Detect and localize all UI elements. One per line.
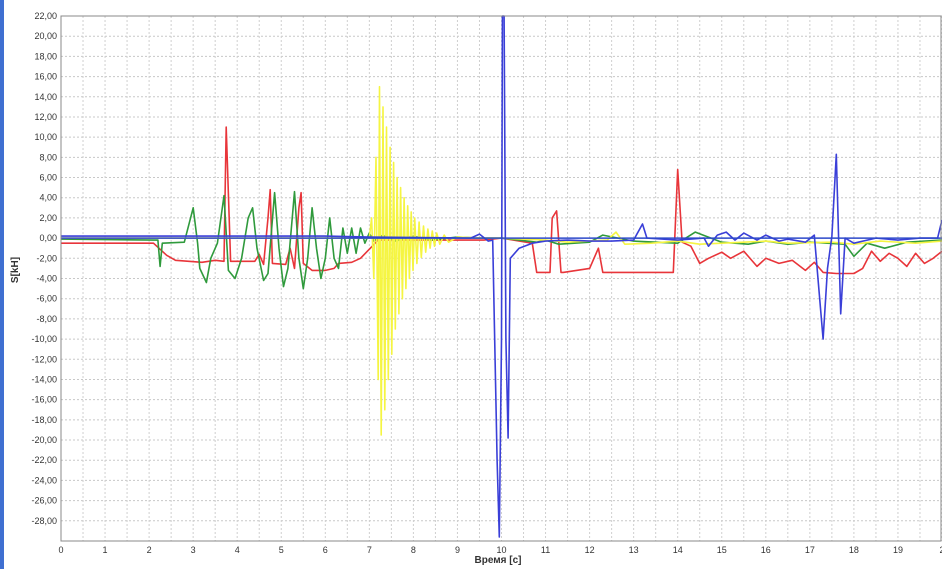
x-tick-label: 19	[893, 545, 903, 555]
y-tick-label: -10,00	[31, 334, 57, 344]
series-group	[60, 15, 942, 538]
y-tick-label: -20,00	[31, 435, 57, 445]
y-tick-label: -16,00	[31, 395, 57, 405]
x-tick-label: 6	[323, 545, 328, 555]
y-tick-label: 0,00	[39, 233, 57, 243]
y-tick-label: 14,00	[34, 92, 57, 102]
y-tick-label: 18,00	[34, 51, 57, 61]
y-axis-label: S[kH]	[10, 257, 21, 283]
series-line-4	[61, 15, 942, 538]
x-tick-label: 2	[939, 545, 942, 555]
plot-frame	[60, 15, 942, 542]
y-tick-label: -22,00	[31, 455, 57, 465]
x-tick-label: 7	[367, 545, 372, 555]
y-tick-label: 10,00	[34, 132, 57, 142]
left-border-bar	[0, 0, 4, 569]
x-tick-label: 1	[103, 545, 108, 555]
y-tick-label: -18,00	[31, 415, 57, 425]
y-tick-label: -12,00	[31, 354, 57, 364]
x-tick-label: 10	[496, 545, 506, 555]
y-tick-label: -4,00	[36, 274, 57, 284]
y-tick-label: -8,00	[36, 314, 57, 324]
x-axis-label: Время [с]	[475, 555, 522, 566]
y-tick-label: -2,00	[36, 253, 57, 263]
y-tick-label: -14,00	[31, 374, 57, 384]
x-tick-label: 18	[849, 545, 859, 555]
y-tick-label: -24,00	[31, 475, 57, 485]
y-tick-label: -26,00	[31, 496, 57, 506]
x-tick-label: 5	[279, 545, 284, 555]
series-line-3	[61, 85, 942, 436]
x-tick-label: 13	[629, 545, 639, 555]
series-line-1	[61, 126, 942, 275]
y-tick-label: 8,00	[39, 152, 57, 162]
x-tick-label: 14	[673, 545, 683, 555]
y-tick-label: -28,00	[31, 516, 57, 526]
axes: 22,0020,0018,0016,0014,0012,0010,008,006…	[31, 11, 942, 555]
x-tick-label: 17	[805, 545, 815, 555]
x-tick-label: 3	[191, 545, 196, 555]
x-tick-label: 0	[58, 545, 63, 555]
x-tick-label: 9	[455, 545, 460, 555]
x-tick-label: 16	[761, 545, 771, 555]
y-tick-label: 4,00	[39, 193, 57, 203]
y-tick-label: 22,00	[34, 11, 57, 21]
x-tick-label: 11	[541, 545, 550, 555]
y-tick-label: 20,00	[34, 31, 57, 41]
x-tick-label: 15	[717, 545, 727, 555]
x-tick-label: 8	[411, 545, 416, 555]
y-tick-label: 16,00	[34, 72, 57, 82]
y-tick-label: 2,00	[39, 213, 57, 223]
x-tick-label: 12	[585, 545, 595, 555]
y-tick-label: 6,00	[39, 173, 57, 183]
y-tick-label: -6,00	[36, 294, 57, 304]
x-tick-label: 4	[235, 545, 240, 555]
x-tick-label: 2	[147, 545, 152, 555]
y-tick-label: 12,00	[34, 112, 57, 122]
